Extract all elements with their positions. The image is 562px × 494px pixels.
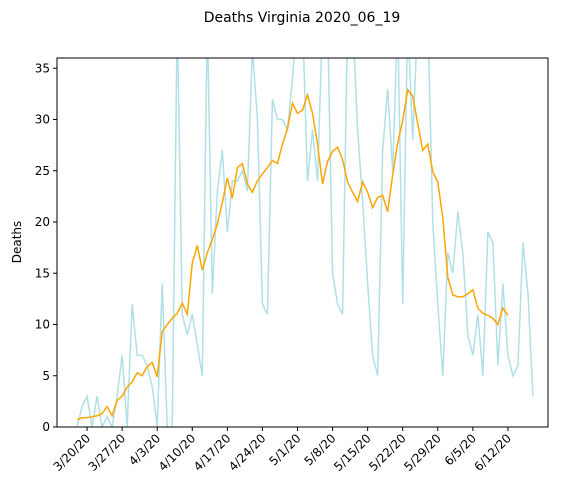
x-tick-label: 5/1/20 (266, 431, 303, 468)
y-tick-label: 35 (35, 61, 50, 75)
y-tick-label: 5 (42, 369, 50, 383)
y-tick-label: 30 (35, 113, 50, 127)
x-tick-label: 3/20/20 (51, 431, 94, 474)
y-tick-label: 20 (35, 215, 50, 229)
x-tick-label: 3/27/20 (86, 431, 129, 474)
y-tick-label: 0 (42, 420, 50, 434)
y-axis-label: Deaths (10, 221, 24, 264)
chart-title: Deaths Virginia 2020_06_19 (204, 10, 401, 26)
x-tick-label: 5/29/20 (401, 431, 444, 474)
x-tick-label: 4/17/20 (191, 431, 234, 474)
x-tick-label: 4/10/20 (156, 431, 199, 474)
plot-area (76, 58, 534, 427)
data-line (76, 88, 509, 421)
x-tick-label: 5/15/20 (331, 431, 374, 474)
data-line (76, 58, 534, 427)
y-tick-label: 25 (35, 164, 50, 178)
y-tick-label: 10 (35, 318, 50, 332)
x-tick-label: 6/12/20 (471, 431, 514, 474)
x-tick-label: 5/22/20 (366, 431, 409, 474)
x-tick-label: 4/24/20 (226, 431, 269, 474)
y-tick-label: 15 (35, 266, 50, 280)
plot-frame (56, 57, 549, 428)
